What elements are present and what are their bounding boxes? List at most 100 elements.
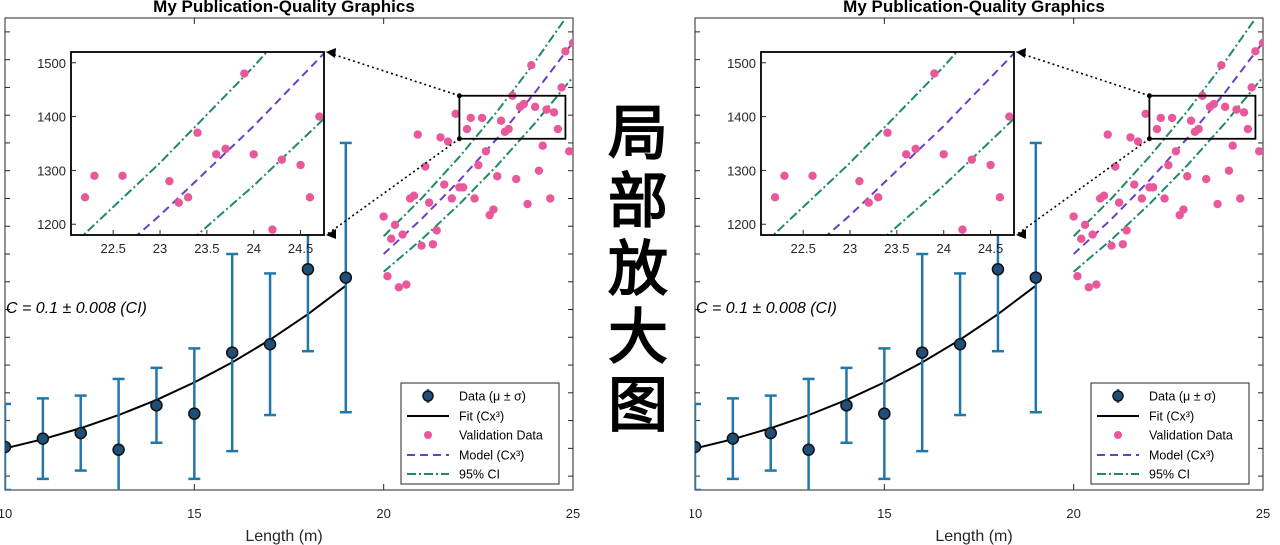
legend-entry-label: Fit (Cx³)	[459, 410, 504, 424]
inset-validation-point	[221, 144, 230, 154]
validation-point	[542, 105, 551, 114]
inset-validation-point	[193, 128, 202, 137]
legend-entry-label: Model (Cx³)	[1149, 449, 1214, 463]
legend-entry-label: Data (μ ± σ)	[1149, 390, 1216, 404]
validation-point	[1122, 226, 1131, 235]
validation-point	[1073, 272, 1082, 281]
validation-point	[451, 109, 460, 118]
data-point	[991, 263, 1005, 276]
data-point	[1029, 271, 1043, 284]
banner-char: 部	[608, 167, 668, 237]
inset-x-tick-label: 23	[843, 241, 857, 256]
legend-validation-marker	[1114, 431, 1122, 439]
data-point	[953, 337, 967, 351]
inset-validation-point	[986, 160, 995, 170]
inset-validation-point	[174, 198, 183, 207]
validation-point	[1156, 113, 1165, 123]
validation-point	[458, 183, 468, 192]
inset-validation-point	[203, 290, 211, 298]
validation-point	[440, 180, 449, 189]
inset-validation-point	[296, 160, 305, 170]
inset-validation-point	[305, 193, 315, 202]
data-point	[301, 263, 315, 276]
legend-data-marker	[1112, 390, 1124, 402]
inset-model-line	[825, 52, 1014, 235]
x-tick-label: 20	[1066, 506, 1080, 521]
inset-validation-point	[977, 328, 985, 336]
inset-model-line	[135, 52, 324, 235]
validation-point	[530, 102, 540, 112]
validation-point	[1186, 116, 1196, 125]
validation-point	[553, 124, 563, 134]
inset-validation-point	[137, 360, 145, 368]
validation-point	[1099, 191, 1109, 200]
inset-validation-point	[770, 193, 780, 202]
chart-svg: My Publication-Quality Graphics 10 15 20 25 L…	[0, 0, 580, 545]
validation-point	[1202, 174, 1211, 184]
validation-point	[1160, 194, 1169, 203]
validation-point	[1092, 280, 1101, 289]
validation-point	[443, 137, 453, 146]
validation-point	[1137, 194, 1147, 203]
inset-frame	[760, 51, 1015, 236]
validation-point	[466, 113, 475, 123]
inset-y-tick-label: 1200	[37, 217, 66, 232]
banner-char: 放	[608, 235, 668, 305]
validation-point	[1107, 241, 1116, 250]
connector-anchor	[1146, 136, 1152, 142]
inset-validation-point	[827, 360, 835, 368]
validation-point	[424, 198, 434, 207]
validation-point	[1183, 172, 1192, 181]
validation-point	[565, 147, 573, 156]
validation-point	[387, 234, 396, 243]
inset-validation-point	[696, 390, 704, 398]
x-tick-label: 20	[376, 506, 390, 521]
validation-point	[432, 226, 441, 235]
legend-entry-label: Fit (Cx³)	[1149, 410, 1194, 424]
fit-curve	[5, 284, 347, 450]
data-point	[188, 407, 201, 420]
inset-validation-point	[958, 225, 967, 234]
data-point	[726, 432, 740, 445]
inset-x-tick-label: 23	[153, 241, 167, 256]
banner-char: 局	[608, 99, 668, 169]
validation-point	[1069, 212, 1078, 221]
inset-y-tick-label: 1300	[37, 163, 66, 178]
inset-validation-point	[846, 285, 854, 293]
inset-validation-point	[883, 128, 892, 137]
fit-curve	[695, 284, 1037, 450]
data-point	[764, 426, 777, 440]
connector-anchor	[456, 136, 462, 142]
x-tick-label: 25	[566, 506, 580, 521]
inset-validation-point	[80, 193, 90, 202]
inset-validation-point	[1014, 42, 1022, 50]
inset-validation-point	[259, 274, 267, 282]
ci-upper-line	[382, 18, 567, 237]
inset-validation-point	[277, 155, 287, 164]
validation-point	[1080, 220, 1090, 230]
validation-point	[1118, 240, 1128, 249]
validation-point	[447, 194, 457, 203]
validation-point	[421, 162, 430, 171]
inset-validation-point	[212, 150, 221, 159]
ci-lower-line	[1073, 76, 1263, 273]
validation-point	[534, 166, 544, 175]
validation-point	[474, 160, 483, 170]
inset-ci-upper-line	[81, 52, 269, 235]
validation-point	[1251, 47, 1260, 56]
validation-point	[1213, 199, 1222, 209]
inset-validation-point	[268, 225, 277, 234]
validation-point	[402, 280, 411, 289]
inset-x-tick-label: 22.5	[101, 241, 126, 256]
connector-arrowhead	[326, 48, 336, 58]
validation-point	[1167, 113, 1177, 123]
inset-x-tick-label: 24	[936, 241, 950, 256]
validation-point	[493, 172, 502, 181]
legend-entry-label: Validation Data	[1149, 429, 1233, 443]
validation-point	[390, 220, 400, 230]
inset-validation-point	[864, 198, 873, 207]
validation-point	[1243, 124, 1253, 134]
validation-point	[527, 60, 536, 70]
inset-validation-point	[90, 171, 99, 180]
validation-point	[1164, 160, 1173, 170]
